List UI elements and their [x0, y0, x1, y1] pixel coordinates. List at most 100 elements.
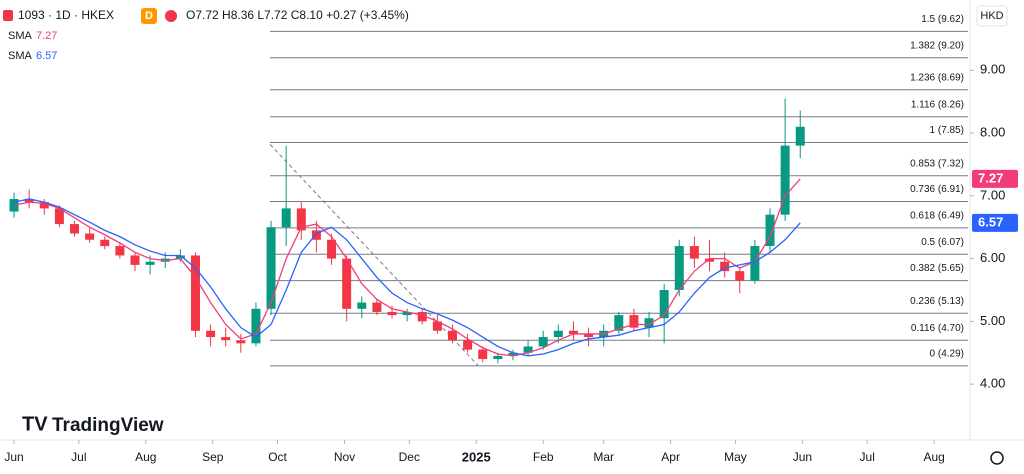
symbol-icon [3, 10, 13, 21]
fib-label: 0.116 (4.70) [911, 323, 964, 334]
trendline [269, 144, 479, 367]
fib-label: 0.853 (7.32) [910, 158, 964, 169]
candle-body [175, 255, 185, 259]
candle-body [659, 289, 669, 319]
fib-label: 1.382 (9.20) [910, 40, 964, 51]
currency[interactable]: HKD [980, 10, 1003, 22]
candle-body [402, 311, 412, 316]
y-tick-label: 5.00 [980, 313, 1005, 328]
x-tick-label: Sep [202, 450, 224, 464]
x-tick-label: Jul [71, 450, 86, 464]
symbol: 1093 · 1D · HKEX [18, 8, 114, 22]
candle-body [39, 202, 49, 209]
candle-body [478, 349, 488, 360]
fib-label: 0.618 (6.49) [910, 210, 964, 221]
candle-body [70, 224, 80, 234]
candle-body [145, 261, 155, 265]
candle-body [568, 330, 578, 334]
y-tick-label: 8.00 [980, 125, 1005, 140]
candle-body [342, 258, 352, 309]
candle-body [115, 246, 125, 256]
fib-label: 1.236 (8.69) [910, 72, 964, 83]
fib-label: 0 (4.29) [930, 349, 964, 360]
candle-body [493, 355, 503, 360]
settings-icon[interactable] [990, 451, 1004, 465]
ohlc-label: O7.72 H8.36 L7.72 C8.10 +0.27 (+3.45%) [186, 8, 409, 22]
candle-body [765, 214, 775, 247]
legend-value: 7.27 [36, 30, 57, 42]
candle-body [463, 340, 473, 350]
legend-value: 6.57 [36, 50, 57, 62]
price-tag-label: 7.27 [978, 170, 1003, 185]
candle-body [508, 352, 518, 356]
fib-label: 0.382 (5.65) [910, 263, 964, 274]
candle-body [584, 333, 594, 338]
x-tick-label: Aug [923, 450, 944, 464]
fib-label: 0.736 (6.91) [910, 184, 964, 195]
candle-body [24, 198, 34, 203]
price-tag [972, 169, 1018, 188]
candle-body [281, 208, 291, 228]
x-tick-label: Jun [793, 450, 812, 464]
x-tick-label: Nov [334, 450, 355, 464]
candle-body [735, 271, 745, 281]
price-tag-label: 6.57 [978, 214, 1003, 229]
y-tick-label: 6.00 [980, 250, 1005, 265]
candle-body [689, 246, 699, 259]
candle-body [311, 230, 321, 240]
badge-bg [141, 8, 157, 24]
x-tick-label: Apr [661, 450, 680, 464]
candle-body [206, 330, 216, 338]
candle-body [538, 337, 548, 347]
badge: D [145, 10, 153, 22]
candle-body [523, 346, 533, 353]
price-tag [972, 213, 1018, 232]
candle-body [644, 318, 654, 328]
candle-body [417, 311, 427, 322]
x-tick-label: Jul [860, 450, 875, 464]
watermark-logo: TV [22, 413, 48, 435]
currency-box[interactable] [976, 5, 1008, 27]
sma-line [13, 198, 801, 357]
x-tick-label: Oct [268, 450, 287, 464]
candle-body [357, 302, 367, 309]
candle-body [614, 315, 624, 331]
sma-line [13, 178, 801, 357]
candle-body [387, 311, 397, 316]
candle-body [266, 227, 276, 309]
candle-body [190, 255, 200, 331]
status-dot [165, 10, 177, 22]
candle-body [750, 246, 760, 281]
y-tick-label: 9.00 [980, 62, 1005, 77]
x-tick-label: Mar [593, 450, 614, 464]
fib-label: 1.116 (8.26) [911, 99, 964, 110]
fib-label: 0.236 (5.13) [910, 296, 964, 307]
candle-body [629, 315, 639, 328]
candle-body [795, 126, 805, 146]
candle-body [9, 198, 19, 212]
candle-body [674, 246, 684, 290]
legend-name: SMA [8, 30, 33, 42]
fib-label: 0.5 (6.07) [921, 237, 964, 248]
candle-body [432, 321, 442, 331]
y-tick-label: 7.00 [980, 187, 1005, 202]
candle-body [54, 208, 64, 225]
x-tick-label: 2025 [462, 449, 491, 464]
candle-body [372, 302, 382, 312]
fib-label: 1.5 (9.62) [921, 14, 964, 25]
x-tick-label: May [724, 450, 747, 464]
candle-body [447, 330, 457, 341]
y-tick-label: 4.00 [980, 376, 1005, 391]
candle-body [705, 258, 715, 262]
fib-label: 1 (7.85) [930, 125, 964, 136]
candle-body [720, 261, 730, 272]
candle-body [553, 330, 563, 338]
candle-body [85, 233, 95, 240]
x-tick-label: Feb [533, 450, 554, 464]
x-tick-label: Jun [4, 450, 23, 464]
candle-body [780, 145, 790, 215]
candle-body [221, 337, 231, 341]
